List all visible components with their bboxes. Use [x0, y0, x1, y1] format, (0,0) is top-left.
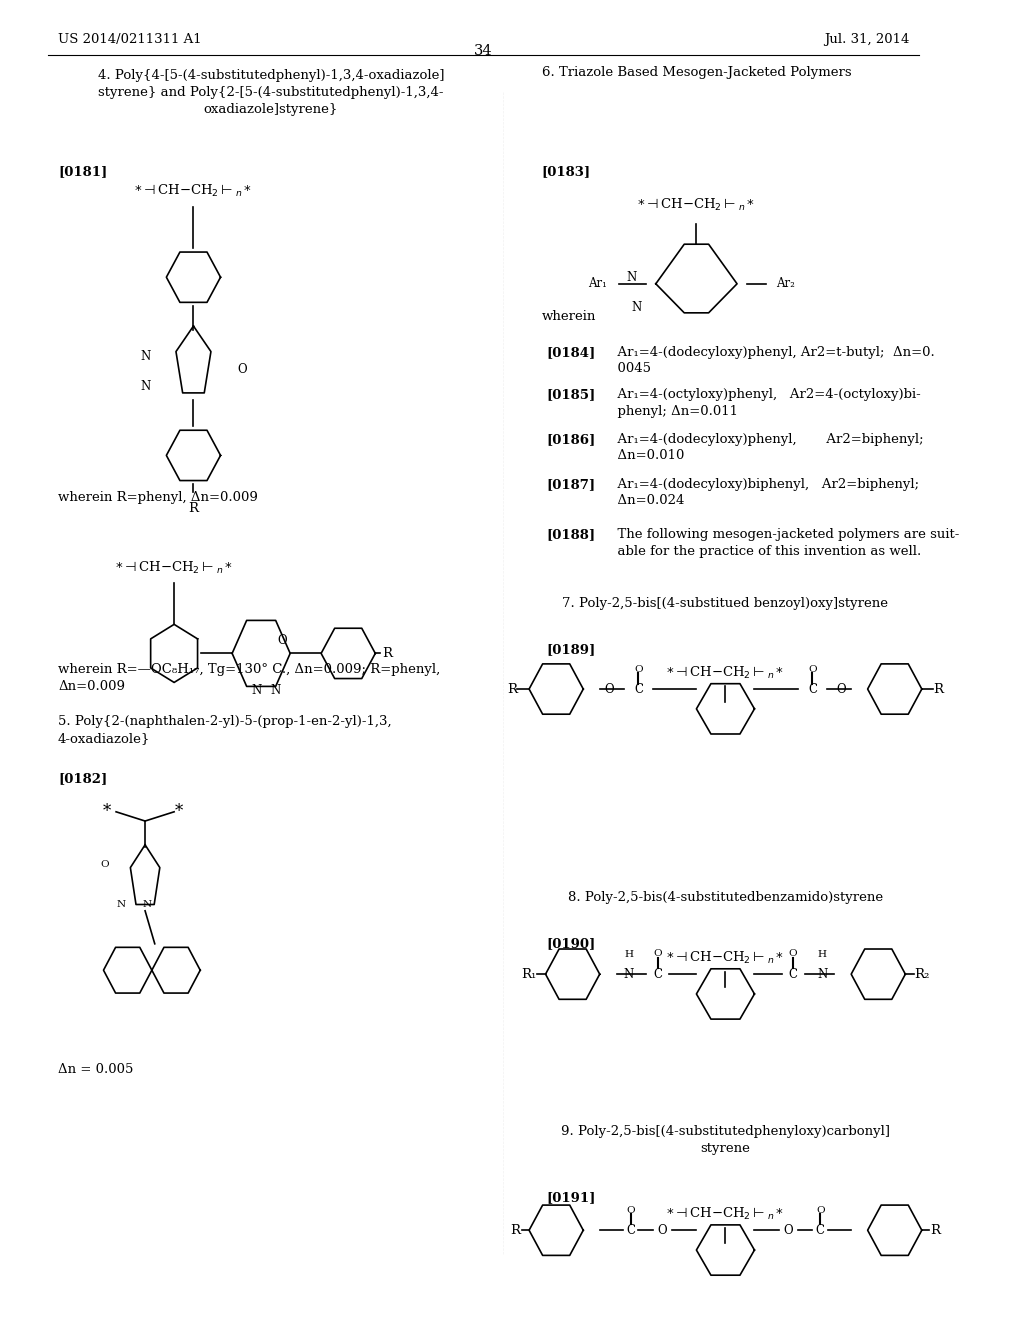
Text: O: O: [788, 949, 798, 957]
Text: Ar₁=4-(dodecyloxy)phenyl, Ar2=t-butyl;  Δn=0.
  0045: Ar₁=4-(dodecyloxy)phenyl, Ar2=t-butyl; Δ…: [609, 346, 935, 375]
Text: O: O: [653, 949, 663, 957]
Text: C: C: [816, 1224, 824, 1237]
Text: H: H: [818, 950, 826, 958]
Text: 34: 34: [474, 44, 493, 58]
Text: C: C: [653, 968, 663, 981]
Text: *: *: [102, 804, 111, 820]
Text: O: O: [100, 861, 109, 869]
Text: N: N: [627, 271, 637, 284]
Text: 5. Poly{2-(naphthalen-2-yl)-5-(prop-1-en-2-yl)-1,3,
4-oxadiazole}: 5. Poly{2-(naphthalen-2-yl)-5-(prop-1-en…: [58, 715, 391, 746]
Text: O: O: [657, 1224, 668, 1237]
Text: 4. Poly{4-[5-(4-substitutedphenyl)-1,3,4-oxadiazole]
styrene} and Poly{2-[5-(4-s: 4. Poly{4-[5-(4-substitutedphenyl)-1,3,4…: [97, 69, 444, 116]
Text: [0187]: [0187]: [547, 478, 596, 491]
Text: R: R: [934, 682, 943, 696]
Text: [0181]: [0181]: [58, 165, 108, 178]
Text: O: O: [808, 665, 817, 673]
Text: H: H: [625, 950, 633, 958]
Text: [0189]: [0189]: [547, 643, 596, 656]
Text: [0182]: [0182]: [58, 772, 108, 785]
Text: 6. Triazole Based Mesogen-Jacketed Polymers: 6. Triazole Based Mesogen-Jacketed Polym…: [542, 66, 851, 79]
Text: R: R: [510, 1224, 520, 1237]
Text: [0184]: [0184]: [547, 346, 596, 359]
Text: O: O: [278, 634, 288, 647]
Text: $*\dashv$CH$-$CH$_2\vdash_n*$: $*\dashv$CH$-$CH$_2\vdash_n*$: [667, 665, 784, 681]
Text: N: N: [117, 900, 126, 908]
Text: R: R: [508, 682, 517, 696]
Text: O: O: [634, 665, 643, 673]
Text: R: R: [188, 502, 199, 515]
Text: [0190]: [0190]: [547, 937, 596, 950]
Text: N: N: [140, 380, 151, 393]
Text: 7. Poly-2,5-bis[(4-substitued benzoyl)oxy]styrene: 7. Poly-2,5-bis[(4-substitued benzoyl)ox…: [562, 597, 889, 610]
Text: R: R: [931, 1224, 940, 1237]
Text: Jul. 31, 2014: Jul. 31, 2014: [824, 33, 909, 46]
Text: N: N: [624, 968, 634, 981]
Text: Ar₁=4-(dodecyloxy)biphenyl,   Ar2=biphenyl;
  Δn=0.024: Ar₁=4-(dodecyloxy)biphenyl, Ar2=biphenyl…: [609, 478, 920, 507]
Text: N: N: [270, 684, 281, 697]
Text: O: O: [783, 1224, 794, 1237]
Text: [0186]: [0186]: [547, 433, 596, 446]
Text: O: O: [816, 1206, 824, 1214]
Text: wherein R=phenyl, Δn=0.009: wherein R=phenyl, Δn=0.009: [58, 491, 258, 504]
Text: Ar₁: Ar₁: [589, 277, 607, 290]
Text: R: R: [382, 647, 392, 660]
Text: O: O: [837, 682, 846, 696]
Text: The following mesogen-jacketed polymers are suit-
  able for the practice of thi: The following mesogen-jacketed polymers …: [609, 528, 959, 557]
Text: Δn = 0.005: Δn = 0.005: [58, 1063, 133, 1076]
Text: C: C: [788, 968, 798, 981]
Text: Ar₂: Ar₂: [776, 277, 795, 290]
Text: C: C: [808, 682, 817, 696]
Text: Ar₁=4-(dodecyloxy)phenyl,       Ar2=biphenyl;
  Δn=0.010: Ar₁=4-(dodecyloxy)phenyl, Ar2=biphenyl; …: [609, 433, 924, 462]
Text: 9. Poly-2,5-bis[(4-substitutedphenyloxy)carbonyl]
styrene: 9. Poly-2,5-bis[(4-substitutedphenyloxy)…: [561, 1125, 890, 1155]
Text: [0183]: [0183]: [542, 165, 591, 178]
Text: O: O: [627, 1206, 635, 1214]
Text: $*\dashv$CH$-$CH$_2\vdash_n*$: $*\dashv$CH$-$CH$_2\vdash_n*$: [637, 197, 756, 213]
Text: US 2014/0211311 A1: US 2014/0211311 A1: [58, 33, 202, 46]
Text: N: N: [817, 968, 827, 981]
Text: O: O: [237, 363, 247, 376]
Text: $*\dashv$CH$-$CH$_2\vdash_n*$: $*\dashv$CH$-$CH$_2\vdash_n*$: [667, 1206, 784, 1222]
Text: $*\dashv$CH$-$CH$_2\vdash_n*$: $*\dashv$CH$-$CH$_2\vdash_n*$: [667, 950, 784, 966]
Text: N: N: [632, 301, 642, 314]
Text: [0191]: [0191]: [547, 1191, 596, 1204]
Text: C: C: [626, 1224, 635, 1237]
Text: N: N: [140, 350, 151, 363]
Text: [0188]: [0188]: [547, 528, 596, 541]
Text: 8. Poly-2,5-bis(4-substitutedbenzamido)styrene: 8. Poly-2,5-bis(4-substitutedbenzamido)s…: [568, 891, 883, 904]
Text: *: *: [175, 804, 183, 820]
Text: R₁: R₁: [521, 968, 537, 981]
Text: C: C: [634, 682, 643, 696]
Text: $*\dashv$CH$-$CH$_2\vdash_n*$: $*\dashv$CH$-$CH$_2\vdash_n*$: [134, 183, 253, 199]
Text: O: O: [604, 682, 614, 696]
Text: wherein R=—OC₈H₁₇, Tg=130° C., Δn=0.009; R=phenyl,
Δn=0.009: wherein R=—OC₈H₁₇, Tg=130° C., Δn=0.009;…: [58, 663, 440, 693]
Text: Ar₁=4-(octyloxy)phenyl,   Ar2=4-(octyloxy)bi-
  phenyl; Δn=0.011: Ar₁=4-(octyloxy)phenyl, Ar2=4-(octyloxy)…: [609, 388, 922, 417]
Text: wherein: wherein: [542, 310, 596, 323]
Text: N: N: [142, 900, 152, 908]
Text: N: N: [251, 684, 261, 697]
Text: $*\dashv$CH$-$CH$_2\vdash_n*$: $*\dashv$CH$-$CH$_2\vdash_n*$: [115, 560, 233, 576]
Text: R₂: R₂: [914, 968, 930, 981]
Text: [0185]: [0185]: [547, 388, 596, 401]
